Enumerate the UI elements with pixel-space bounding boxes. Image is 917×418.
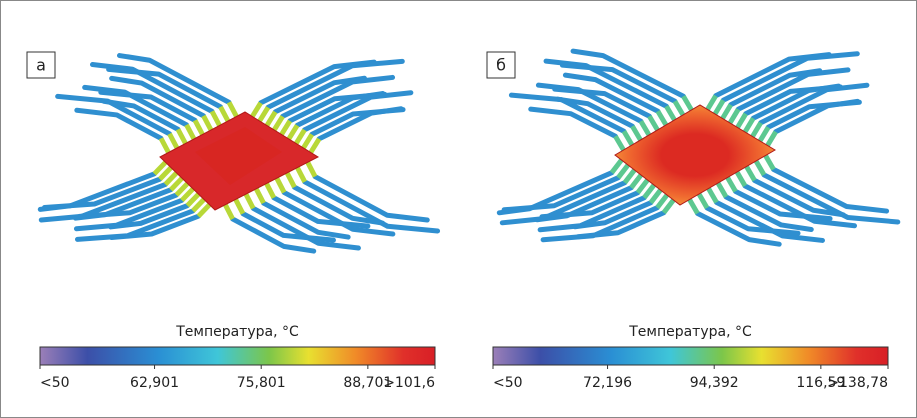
lead-hot (730, 109, 738, 123)
lead-hot (274, 116, 282, 130)
colorbar-tick-label: <50 (493, 375, 523, 391)
lead-hot (256, 189, 263, 203)
lead-hot (745, 118, 753, 132)
lead-hot (738, 114, 746, 128)
lead-hot (296, 130, 304, 144)
lead-hot (161, 138, 168, 152)
colorbar-tick-label: <50 (40, 375, 70, 391)
lead-hot (625, 170, 635, 183)
panel-label: а (36, 56, 46, 75)
lead-hot (638, 180, 648, 193)
colorbar (40, 347, 435, 365)
lead-hot (657, 195, 667, 208)
lead-hot (690, 200, 698, 214)
lead-hot (246, 194, 253, 208)
lead-hot (618, 165, 628, 178)
lead-hot (651, 190, 661, 203)
colorbar-tick-label: >138,78 (827, 375, 888, 391)
lead-hot (708, 96, 716, 110)
lead-hot (204, 116, 211, 130)
colorbar-tick-label: 75,801 (237, 375, 286, 391)
lead-hot (649, 116, 657, 130)
chip-model (499, 51, 897, 244)
lead-hot (195, 120, 202, 134)
colorbar-title: Температура, °C (628, 324, 752, 340)
lead-hot (267, 184, 274, 198)
lead-hot (311, 139, 319, 153)
lead-hot (632, 126, 640, 140)
lead-hot (170, 134, 177, 148)
chip-model (40, 56, 437, 252)
lead-hot (303, 134, 311, 148)
lead-hot (212, 111, 219, 125)
colorbar-tick-label: 62,901 (130, 375, 179, 391)
panel-label: б (496, 56, 506, 75)
lead-hot (715, 100, 723, 114)
lead-hot (760, 127, 768, 141)
lead-hot (631, 175, 641, 188)
lead-hot (666, 106, 674, 120)
lead-hot (718, 183, 726, 197)
lead-hot (267, 112, 275, 126)
lead-hot (683, 96, 691, 110)
lead-hot (236, 199, 243, 213)
lead-hot (287, 173, 294, 187)
lead-hot (282, 121, 290, 135)
lead-hot (664, 200, 674, 213)
colorbar-title: Температура, °C (175, 324, 299, 340)
lead-hot (221, 107, 228, 121)
figure: аТемпература, °C<5062,90175,80188,701>10… (0, 0, 917, 418)
lead-hot (187, 125, 194, 139)
lead-hot (277, 178, 284, 192)
colorbar-tick-label: 94,392 (690, 375, 739, 391)
lead-hot (225, 205, 232, 219)
lead-hot (737, 172, 745, 186)
lead-hot (644, 185, 654, 198)
lead-hot (252, 103, 260, 117)
lead-hot (699, 194, 707, 208)
lead-hot (612, 160, 622, 173)
lead-hot (709, 189, 717, 203)
lead-hot (756, 161, 764, 175)
lead-hot (753, 123, 761, 137)
lead-hot (615, 136, 623, 150)
lead-hot (766, 156, 774, 170)
colorbar (493, 347, 888, 365)
lead-hot (260, 107, 268, 121)
lead-hot (768, 132, 776, 146)
lead-hot (675, 101, 683, 115)
lead-hot (747, 167, 755, 181)
lead-hot (641, 121, 649, 135)
lead-hot (178, 129, 185, 143)
lead-hot (624, 131, 632, 145)
lead-hot (658, 111, 666, 125)
lead-hot (728, 178, 736, 192)
colorbar-tick-label: >101,6 (383, 375, 435, 391)
lead-hot (723, 105, 731, 119)
colorbar-tick-label: 72,196 (583, 375, 632, 391)
lead-hot (297, 168, 304, 182)
lead-hot (229, 102, 236, 116)
lead-hot (289, 125, 297, 139)
lead-hot (308, 162, 315, 176)
